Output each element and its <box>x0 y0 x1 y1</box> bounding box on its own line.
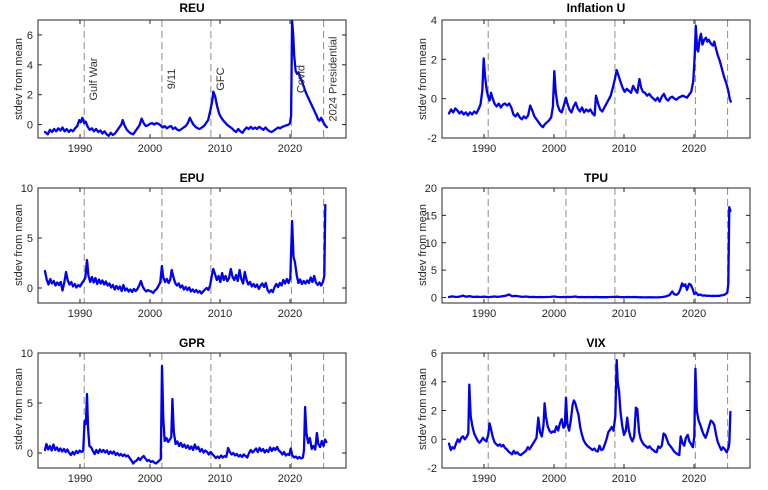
svg-text:2000: 2000 <box>138 143 162 155</box>
svg-text:5: 5 <box>27 233 33 245</box>
chart-gpr: 1990 2000 2010 2020 0 5 10 <box>21 348 347 485</box>
svg-text:2000: 2000 <box>138 308 162 320</box>
chart-epu: 1990 2000 2010 2020 0 5 10 <box>21 183 347 320</box>
svg-text:2020: 2020 <box>682 143 706 155</box>
panel-vix: VIX stdev from mean 1990 2000 2010 2020 -2 0 2… <box>384 330 768 490</box>
svg-text:4: 4 <box>27 60 33 72</box>
svg-text:2000: 2000 <box>542 308 566 320</box>
svg-text:6: 6 <box>431 348 437 360</box>
svg-text:10: 10 <box>21 348 33 360</box>
svg-text:2020: 2020 <box>278 308 302 320</box>
chart-title-vix: VIX <box>586 336 606 350</box>
panel-gpr: GPR stdev from mean 1990 2000 2010 2020 0 5 10 <box>0 330 384 490</box>
svg-text:0: 0 <box>431 94 437 106</box>
svg-text:1990: 1990 <box>68 473 92 485</box>
chart-title-gpr: GPR <box>178 336 205 350</box>
svg-text:2000: 2000 <box>138 473 162 485</box>
chart-title-epu: EPU <box>179 171 205 185</box>
panel-epu: EPU stdev from mean 1990 2000 2010 2020 0 5 10 <box>0 166 384 330</box>
svg-text:2010: 2010 <box>612 308 636 320</box>
svg-text:2000: 2000 <box>542 473 566 485</box>
svg-text:1990: 1990 <box>472 143 496 155</box>
svg-text:1990: 1990 <box>68 143 92 155</box>
svg-text:2020: 2020 <box>682 308 706 320</box>
svg-text:15: 15 <box>425 210 437 222</box>
svg-text:2010: 2010 <box>208 473 232 485</box>
svg-text:10: 10 <box>21 183 33 195</box>
chart-inflation-u: 1990 2000 2010 2020 -2 0 2 4 <box>427 15 751 155</box>
svg-text:4: 4 <box>431 15 437 27</box>
panel-tpu: TPU stdev from mean 1990 2000 2010 2020 0 5 10… <box>384 166 768 330</box>
svg-text:-2: -2 <box>427 133 437 145</box>
panel-reu: REU stdev from mean 1990 2000 2010 2020 0 2 4 6… <box>0 0 384 166</box>
svg-text:5: 5 <box>27 398 33 410</box>
svg-text:2024 Presidential: 2024 Presidential <box>328 36 340 121</box>
svg-text:4: 4 <box>431 377 437 389</box>
svg-text:0: 0 <box>431 434 437 446</box>
svg-text:0: 0 <box>431 293 437 305</box>
svg-text:Gulf War: Gulf War <box>88 57 100 100</box>
svg-text:10: 10 <box>425 238 437 250</box>
svg-text:2020: 2020 <box>278 143 302 155</box>
svg-text:0: 0 <box>27 448 33 460</box>
chart-title-reu: REU <box>179 1 205 15</box>
svg-text:0: 0 <box>27 120 33 132</box>
svg-text:5: 5 <box>431 265 437 277</box>
chart-title-inflation-u: Inflation U <box>566 1 626 15</box>
chart-tpu: 1990 2000 2010 2020 0 5 10 15 20 <box>425 183 751 320</box>
svg-text:20: 20 <box>425 183 437 195</box>
svg-text:2: 2 <box>431 406 437 418</box>
svg-text:2010: 2010 <box>208 143 232 155</box>
svg-text:6: 6 <box>27 30 33 42</box>
svg-text:2020: 2020 <box>278 473 302 485</box>
svg-text:2000: 2000 <box>542 143 566 155</box>
svg-text:9/11: 9/11 <box>166 69 178 90</box>
svg-text:2020: 2020 <box>682 473 706 485</box>
chart-vix: 1990 2000 2010 2020 -2 0 2 4 6 <box>427 348 751 485</box>
svg-text:Covid: Covid <box>295 65 307 93</box>
svg-text:2010: 2010 <box>208 308 232 320</box>
panel-inflation-u: Inflation U stdev from mean 1990 2000 2010… <box>384 0 768 166</box>
svg-text:2010: 2010 <box>612 143 636 155</box>
svg-text:1990: 1990 <box>472 308 496 320</box>
chart-reu: 1990 2000 2010 2020 0 2 4 6 Gulf War 9/11 GFC Covid… <box>27 19 347 155</box>
svg-text:0: 0 <box>27 283 33 295</box>
svg-text:2010: 2010 <box>612 473 636 485</box>
svg-text:2: 2 <box>431 54 437 66</box>
svg-text:1990: 1990 <box>472 473 496 485</box>
svg-text:-2: -2 <box>427 463 437 475</box>
svg-text:GFC: GFC <box>215 67 227 90</box>
chart-title-tpu: TPU <box>584 171 608 185</box>
svg-text:2: 2 <box>27 90 33 102</box>
svg-text:1990: 1990 <box>68 308 92 320</box>
